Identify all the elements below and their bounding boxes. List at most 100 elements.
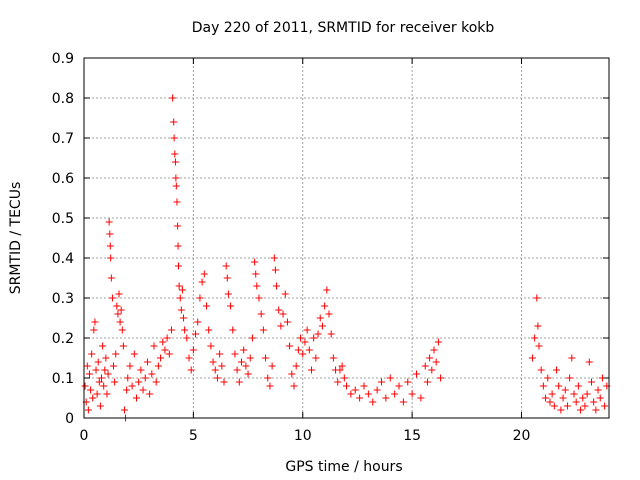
data-point (327, 330, 335, 338)
data-point (581, 402, 589, 410)
data-point (534, 322, 542, 330)
data-point (601, 402, 609, 410)
data-point (563, 402, 571, 410)
data-point (90, 326, 98, 334)
data-point (177, 306, 185, 314)
data-point (114, 310, 122, 318)
data-point (281, 290, 289, 298)
data-point (101, 366, 109, 374)
data-point (175, 282, 183, 290)
data-point (596, 394, 604, 402)
x-tick-label: 5 (189, 428, 198, 444)
data-point (356, 394, 364, 402)
y-tick-label: 0.2 (52, 331, 74, 347)
data-point (423, 378, 431, 386)
data-point (252, 270, 260, 278)
data-point (340, 374, 348, 382)
data-point (413, 370, 420, 378)
data-point (123, 386, 131, 394)
x-tick-label: 0 (80, 428, 89, 444)
data-points-layer (81, 94, 611, 422)
data-point (557, 406, 565, 414)
data-point (175, 262, 182, 270)
data-point (106, 230, 114, 238)
data-point (100, 382, 108, 390)
data-point (240, 346, 248, 354)
data-point (347, 390, 355, 398)
data-point (196, 294, 204, 302)
data-point (290, 382, 298, 390)
data-point (351, 386, 359, 394)
data-point (194, 318, 202, 326)
data-point (124, 374, 132, 382)
y-tick-label: 0.1 (52, 371, 74, 387)
data-point (432, 358, 440, 366)
data-point (577, 406, 585, 414)
data-point (259, 326, 267, 334)
data-point (128, 382, 136, 390)
x-axis-label: GPS time / hours (285, 459, 402, 475)
data-point (93, 390, 101, 398)
data-point (275, 306, 283, 314)
y-tick-label: 0.8 (52, 91, 74, 107)
data-point (426, 354, 434, 362)
data-point (146, 390, 154, 398)
data-point (98, 374, 105, 382)
data-point (537, 366, 545, 374)
data-point (533, 294, 541, 302)
data-point (218, 362, 226, 370)
data-point (205, 326, 213, 334)
data-point (103, 390, 111, 398)
data-point (187, 366, 195, 374)
data-point (148, 370, 156, 378)
data-point (268, 362, 276, 370)
data-point (305, 346, 313, 354)
data-point (325, 310, 333, 318)
data-point (421, 362, 429, 370)
data-point (94, 358, 102, 366)
data-point (102, 354, 110, 362)
data-point (108, 294, 116, 302)
y-tick-label: 0.4 (52, 251, 74, 267)
data-point (373, 386, 381, 394)
data-point (314, 330, 322, 338)
data-point (87, 386, 95, 394)
data-point (386, 374, 394, 382)
data-point (159, 338, 167, 346)
data-point (181, 326, 189, 334)
data-point (126, 362, 134, 370)
data-point (257, 310, 265, 318)
y-axis-label: SRMTID / TECUs (8, 182, 24, 295)
data-point (120, 406, 128, 414)
data-point (209, 358, 217, 366)
data-point (430, 346, 438, 354)
data-point (434, 338, 442, 346)
data-point (360, 382, 368, 390)
data-point (150, 342, 158, 350)
grid-layer (84, 58, 609, 418)
data-point (428, 366, 436, 374)
data-point (185, 354, 193, 362)
data-point (568, 354, 576, 362)
data-point (318, 322, 326, 330)
x-tick-label: 10 (294, 428, 312, 444)
data-point (211, 366, 219, 374)
data-point (213, 374, 221, 382)
data-point (270, 254, 278, 262)
data-point (231, 350, 239, 358)
data-point (116, 318, 124, 326)
data-point (542, 394, 550, 402)
data-point (172, 182, 180, 190)
y-tick-label: 0.3 (52, 291, 74, 307)
data-point (141, 374, 149, 382)
data-point (118, 326, 126, 334)
data-point (246, 354, 254, 362)
data-point (107, 274, 115, 282)
data-point (399, 398, 407, 406)
data-point (297, 334, 305, 342)
data-point (207, 342, 215, 350)
data-point (329, 354, 337, 362)
data-point (310, 334, 318, 342)
data-point (169, 94, 177, 102)
data-point (264, 374, 272, 382)
